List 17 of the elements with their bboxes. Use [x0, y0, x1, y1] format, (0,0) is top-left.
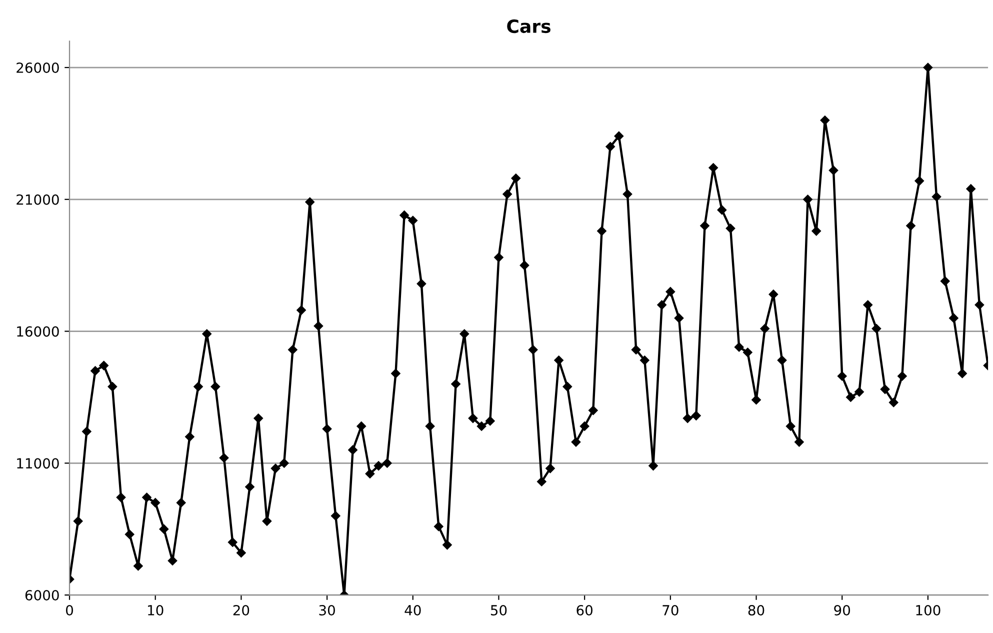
x-tick-label: 30 — [319, 604, 335, 616]
x-tick-label: 80 — [748, 604, 764, 616]
x-tick-label: 70 — [662, 604, 678, 616]
x-tick-label: 0 — [66, 604, 74, 616]
y-tick-label: 21000 — [16, 194, 59, 205]
x-tick-label: 50 — [490, 604, 507, 616]
x-tick-label: 90 — [834, 604, 850, 616]
x-tick-label: 100 — [916, 604, 940, 616]
y-tick-label: 26000 — [16, 62, 59, 73]
x-tick-label: 10 — [148, 604, 164, 616]
x-tick-label: 60 — [576, 604, 592, 616]
y-tick-label: 6000 — [25, 590, 59, 600]
x-tick-label: 40 — [404, 604, 421, 616]
chart-title: Cars — [507, 19, 550, 34]
y-tick-label: 11000 — [17, 458, 59, 469]
x-tick-label: 20 — [233, 604, 250, 616]
y-tick-label: 16000 — [17, 326, 59, 337]
